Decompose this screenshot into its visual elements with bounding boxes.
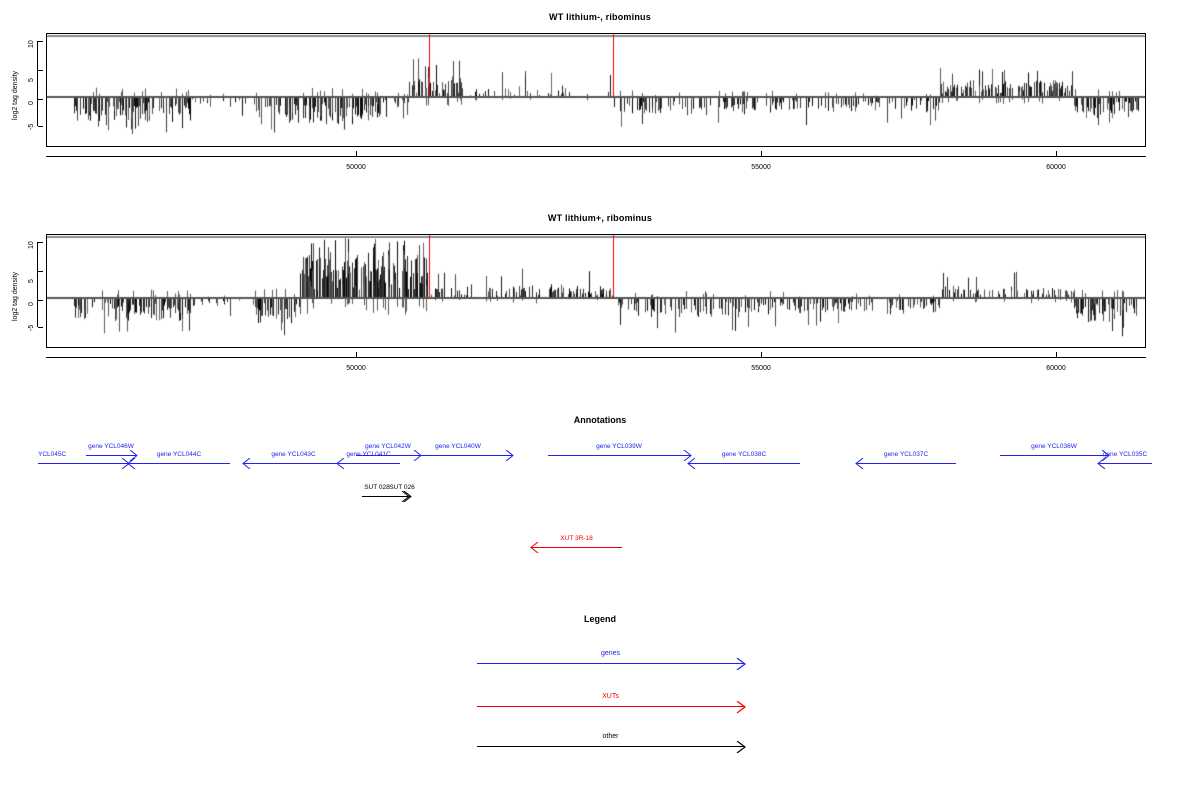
arrowhead-left-icon <box>127 458 136 469</box>
legend-label: genes <box>600 650 621 657</box>
feature-label: gene YCL036W <box>1031 443 1077 450</box>
feature-body-line <box>128 463 230 464</box>
arrowhead-right-icon <box>736 700 746 713</box>
feature-label: gene YCL037C <box>883 451 929 458</box>
feature-body-line <box>688 463 800 464</box>
arrowhead-right-icon <box>736 657 746 670</box>
panel1-ytick-mark-m5 <box>38 126 43 127</box>
feature-label: SUT 026 <box>389 484 415 491</box>
feature-body-line <box>1098 463 1152 464</box>
arrowhead-right-icon <box>403 491 412 502</box>
panel2-xtick-mark-60000 <box>1056 352 1057 357</box>
panel1-ytick-mark-5 <box>38 70 43 71</box>
panel1-plot-area <box>46 33 1146 147</box>
feature-body-line <box>548 455 690 456</box>
panel2-title: WT lithium+, ribominus <box>547 213 653 223</box>
feature-label: gene YCL046W <box>88 443 134 450</box>
panel2-xtick-mark-50000 <box>356 352 357 357</box>
panel2-x-axis-line <box>46 357 1146 358</box>
panel1-y-axis-line <box>37 41 38 126</box>
arrowhead-left-icon <box>1097 458 1106 469</box>
panel2-plot-area <box>46 234 1146 348</box>
arrowhead-right-icon <box>129 450 138 461</box>
arrowhead-left-icon <box>855 458 864 469</box>
panel2-ytick-mark-5 <box>38 271 43 272</box>
feature-body-line <box>356 455 420 456</box>
feature-body-line <box>404 455 512 456</box>
arrowhead-left-icon <box>336 458 345 469</box>
arrowhead-left-icon <box>687 458 696 469</box>
arrowhead-right-icon <box>1101 450 1110 461</box>
arrowhead-left-icon <box>242 458 251 469</box>
legend-title: Legend <box>583 614 616 624</box>
panel1-xtick-mark-50000 <box>356 151 357 156</box>
feature-label: gene YCL038C <box>721 451 767 458</box>
feature-body-line <box>382 496 410 497</box>
panel2-ytick-mark-0 <box>38 300 43 301</box>
panel1-ytick-mark-0 <box>38 99 43 100</box>
annotations-title: Annotations <box>573 415 627 425</box>
arrowhead-right-icon <box>505 450 514 461</box>
panel2-tag-density-canvas <box>47 235 1145 347</box>
arrowhead-right-icon <box>683 450 692 461</box>
feature-body-line <box>86 455 136 456</box>
panel2-xtick-60000: 60000 <box>1046 365 1066 372</box>
feature-label: gene YCL041C <box>346 451 390 458</box>
panel1-xtick-mark-60000 <box>1056 151 1057 156</box>
arrowhead-right-icon <box>736 740 746 753</box>
panel1-xtick-55000: 55000 <box>751 164 771 171</box>
panel2-ytick-mark-m5 <box>38 327 43 328</box>
panel1-xtick-mark-55000 <box>761 151 762 156</box>
panel1-tag-density-canvas <box>47 34 1145 146</box>
panel1-x-axis-line <box>46 156 1146 157</box>
feature-label: YCL045C <box>38 451 67 458</box>
panel2-ytick-mark-10 <box>38 242 43 243</box>
panel1-ytick-mark-10 <box>38 41 43 42</box>
panel2-xtick-mark-55000 <box>761 352 762 357</box>
feature-label: gene YCL042W <box>365 443 411 450</box>
panel1-xtick-60000: 60000 <box>1046 164 1066 171</box>
feature-body-line <box>1000 455 1108 456</box>
feature-label: gene YCL039W <box>596 443 642 450</box>
feature-body-line <box>531 547 622 548</box>
feature-label: SUT 028 <box>364 484 390 491</box>
legend-line <box>477 706 744 707</box>
legend-label: other <box>602 733 619 740</box>
panel2-xtick-50000: 50000 <box>346 365 366 372</box>
feature-label: gene YCL043C <box>271 451 316 458</box>
arrowhead-left-icon <box>530 542 539 553</box>
panel1-title: WT lithium-, ribominus <box>549 12 651 22</box>
panel2-y-axis-line <box>37 242 38 327</box>
feature-body-line <box>856 463 956 464</box>
panel1-xtick-50000: 50000 <box>346 164 366 171</box>
legend-line <box>477 663 744 664</box>
feature-label: XUT 3R-18 <box>560 535 593 542</box>
legend-line <box>477 746 744 747</box>
legend-label: XUTs <box>602 693 619 700</box>
feature-body-line <box>337 463 400 464</box>
feature-body-line <box>243 463 344 464</box>
feature-label: gene YCL044C <box>156 451 202 458</box>
panel2-xtick-55000: 55000 <box>751 365 771 372</box>
feature-label: gene YCL035C <box>1102 451 1148 458</box>
feature-label: gene YCL040W <box>435 443 481 450</box>
feature-body-line <box>38 463 128 464</box>
